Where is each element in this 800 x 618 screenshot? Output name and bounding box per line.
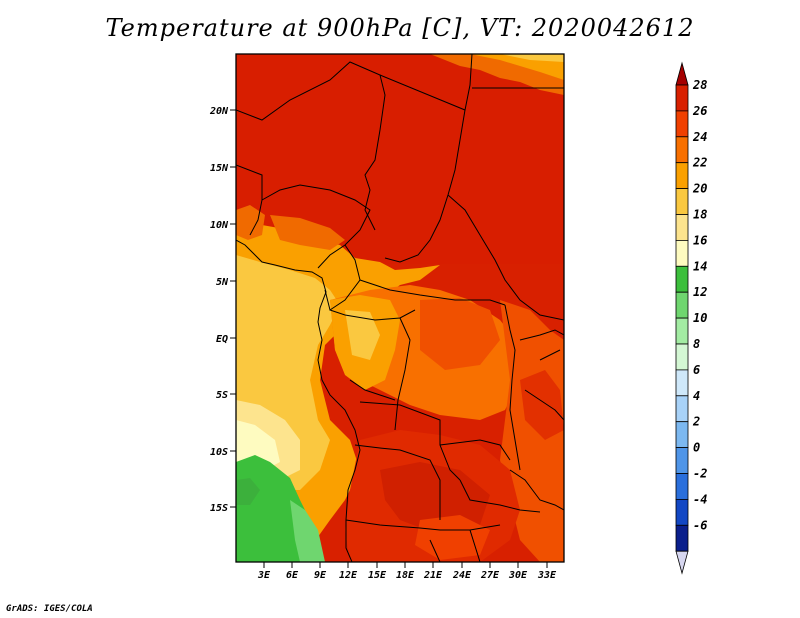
lon-label: 15E	[368, 570, 387, 581]
colorbar-swatch	[675, 214, 689, 241]
map-frame	[235, 53, 565, 563]
colorbar-label: 26	[692, 104, 707, 118]
colorbar-swatch	[675, 395, 689, 423]
colorbar-swatch	[675, 291, 689, 319]
colorbar-label: 6	[693, 363, 700, 377]
colorbar-swatch	[675, 369, 689, 397]
colorbar-label: -2	[693, 467, 707, 481]
colorbar-label: 24	[692, 130, 707, 144]
colorbar-swatch	[675, 162, 689, 189]
lon-label: 21E	[423, 570, 443, 581]
longitude-axis: 3E 6E 9E 12E 15E 18E 21E 24E 27E 30E 33E	[257, 562, 557, 581]
lon-label: 27E	[480, 570, 500, 581]
colorbar-label: 8	[693, 337, 700, 351]
colorbar-label: 22	[692, 156, 707, 170]
lat-label: 15S	[210, 503, 228, 514]
temperature-field	[236, 54, 564, 562]
credit-text: GrADS: IGES/COLA	[6, 604, 93, 614]
colorbar-swatch	[675, 343, 689, 371]
colorbar-swatch	[675, 524, 689, 552]
colorbar-top-arrow	[675, 61, 689, 86]
colorbar-label: 4	[693, 389, 700, 403]
colorbar-swatch	[675, 84, 689, 112]
colorbar-swatch	[675, 239, 689, 267]
colorbar-label: 12	[693, 285, 707, 299]
colorbar-swatch	[675, 188, 689, 215]
colorbar-label: 2	[692, 415, 700, 429]
colorbar-swatch	[675, 136, 689, 164]
colorbar-swatch	[675, 110, 689, 138]
colorbar-label: -6	[693, 518, 707, 532]
lon-label: 3E	[257, 570, 271, 581]
colorbar-swatch	[675, 447, 689, 474]
colorbar-label: 16	[693, 233, 707, 247]
lon-label: 12E	[339, 570, 358, 581]
latitude-axis: 20N 15N 10N 5N EQ 5S 10S 15S	[209, 106, 236, 514]
colorbar-label: -4	[693, 492, 707, 506]
country-borders	[236, 54, 564, 562]
colorbar-swatch	[675, 473, 689, 500]
colorbar-label: 20	[692, 182, 707, 196]
lat-label: 5S	[216, 390, 228, 401]
lon-label: 33E	[537, 570, 557, 581]
lat-label: 5N	[216, 277, 229, 288]
lon-label: 18E	[396, 570, 415, 581]
colorbar-label: 10	[693, 311, 707, 325]
lat-label: 20N	[209, 106, 229, 117]
lon-label: 24E	[452, 570, 472, 581]
lon-label: 6E	[286, 570, 299, 581]
lat-label: 10N	[210, 220, 229, 231]
colorbar-swatch	[675, 421, 689, 449]
colorbar-swatch	[675, 265, 689, 293]
lat-label: 15N	[210, 163, 229, 174]
colorbar-bottom-arrow	[675, 550, 689, 575]
figure-title: Temperature at 900hPa [C], VT: 202004261…	[105, 14, 695, 42]
lon-label: 9E	[314, 570, 327, 581]
colorbar-label: 14	[693, 259, 707, 273]
colorbar-label: 18	[693, 208, 707, 222]
lat-label: EQ	[216, 334, 228, 345]
colorbar-label: 0	[693, 441, 700, 455]
colorbar-swatch	[675, 317, 689, 345]
colorbar-label: 28	[692, 78, 707, 92]
lat-label: 10S	[210, 447, 228, 458]
colorbar-swatch	[675, 498, 689, 526]
lon-label: 30E	[508, 570, 528, 581]
